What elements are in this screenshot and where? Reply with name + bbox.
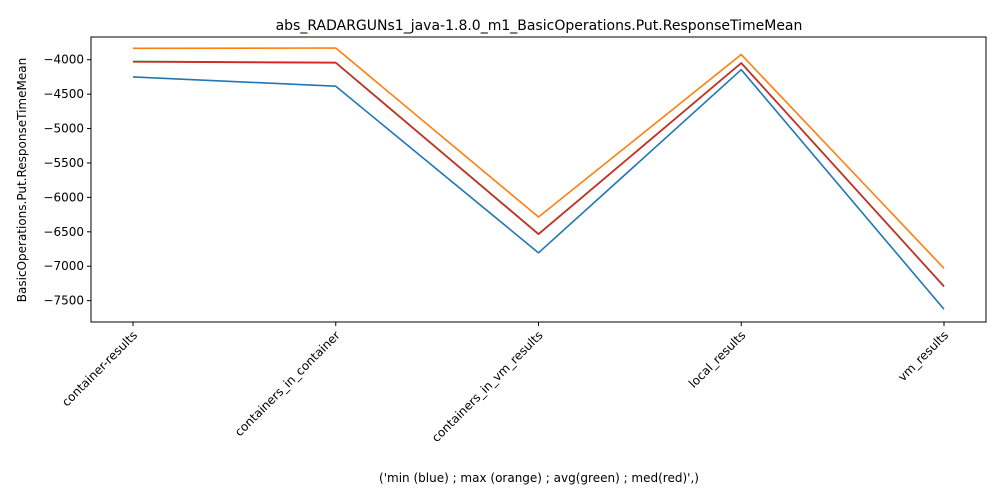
x-tick-label: container-results <box>59 328 140 409</box>
axes-layer: −4000 −4500 −5000 −5500 −6000 −6500 −7000 −7500… <box>43 36 987 445</box>
x-tick-label: vm_results <box>895 328 951 384</box>
chart-title: abs_RADARGUNs1_java-1.8.0_m1_BasicOperat… <box>276 18 803 34</box>
x-tick-label: local_results <box>686 328 748 390</box>
y-tick-label: −6000 <box>43 190 84 204</box>
x-tick-label: containers_in_vm_results <box>429 328 546 445</box>
y-tick-label: −7500 <box>43 294 84 308</box>
x-tick-label: containers_in_container <box>232 328 343 439</box>
series-line-3 <box>132 60 945 288</box>
y-tick-label: −4000 <box>43 53 84 67</box>
y-tick-label: −4500 <box>43 87 84 101</box>
y-tick-label: −5000 <box>43 122 84 136</box>
series-line-1 <box>132 47 945 269</box>
y-tick-label: −5500 <box>43 156 84 170</box>
x-axis-title: ('min (blue) ; max (orange) ; avg(green)… <box>379 471 699 485</box>
plot-frame <box>90 36 987 323</box>
y-tick-label: −7000 <box>43 259 84 273</box>
series-line-0 <box>132 68 945 310</box>
y-axis-title: BasicOperations.Put.ResponseTimeMean <box>15 58 29 302</box>
y-tick-label: −6500 <box>43 225 84 239</box>
series-layer <box>132 47 945 310</box>
